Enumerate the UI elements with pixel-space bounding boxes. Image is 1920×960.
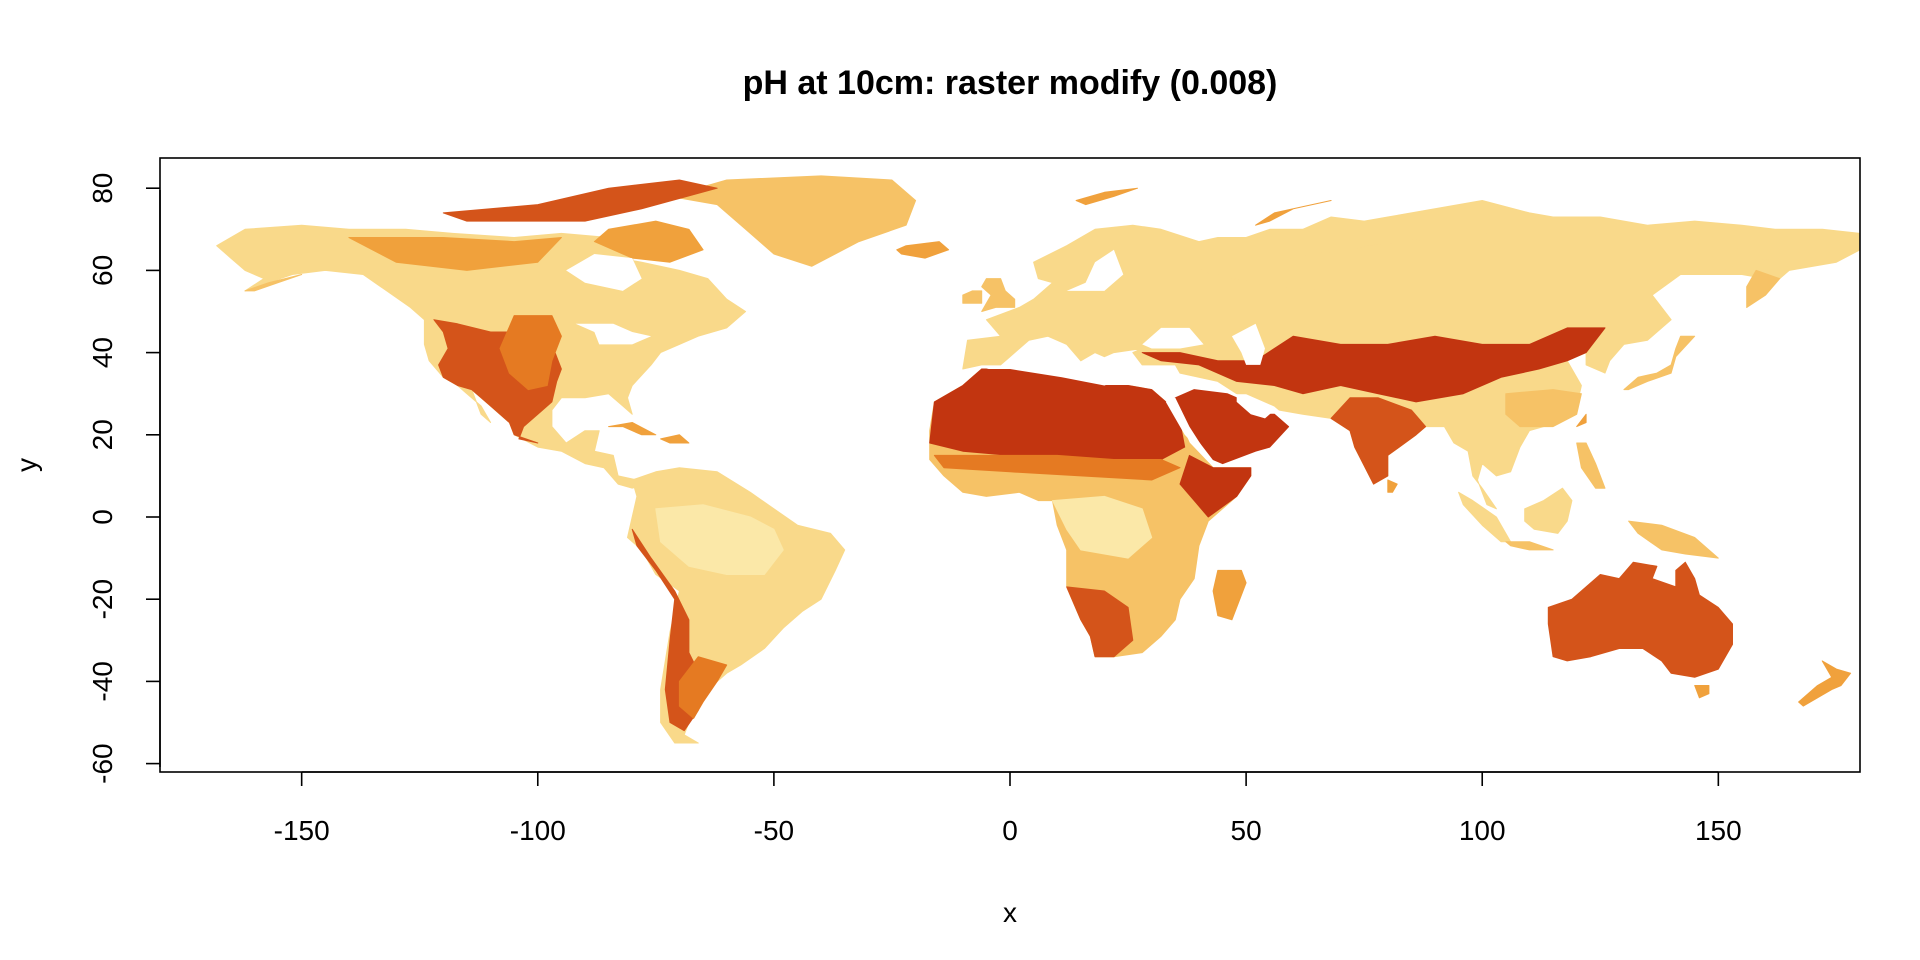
land-borneo [1524, 487, 1573, 534]
land-british-isles [981, 278, 1016, 312]
land-patagonia [678, 656, 728, 719]
x-axis: -150 -100 -50 0 50 100 150 [274, 771, 1742, 846]
x-tick-label: -150 [274, 815, 330, 846]
land-madagascar [1212, 569, 1247, 621]
land-new-zealand [1798, 660, 1852, 707]
land-india [1330, 397, 1427, 485]
land-tasmania [1694, 685, 1710, 699]
land-iceland [896, 241, 950, 259]
water-persian-gulf [1236, 393, 1275, 419]
y-tick-label: 60 [87, 255, 118, 286]
y-tick-label: 20 [87, 419, 118, 450]
x-tick-label: 150 [1695, 815, 1742, 846]
land-horn-africa [1179, 454, 1252, 518]
x-tick-label: -50 [754, 815, 794, 846]
plot-title: pH at 10cm: raster modify (0.008) [743, 64, 1278, 102]
water-black-sea [1142, 327, 1204, 349]
land-novaya-zemlya [1255, 200, 1332, 226]
land-central-asia [1141, 327, 1606, 403]
x-tick-label: 100 [1459, 815, 1506, 846]
land-siberia [1198, 228, 1790, 292]
land-canada-north [348, 237, 562, 271]
land-philippines [1576, 442, 1606, 489]
land-arabia [1174, 389, 1290, 465]
land-raster [216, 175, 1860, 744]
land-greenland [669, 175, 917, 267]
land-congo [1052, 495, 1153, 559]
land-sa-amazon [655, 504, 784, 575]
land-japan [1623, 335, 1696, 391]
land-baffin [593, 220, 704, 263]
y-axis: -60 -40 -20 0 20 40 60 80 [87, 173, 161, 784]
land-cuba [608, 422, 657, 436]
x-tick-label: -100 [510, 815, 566, 846]
land-sahel [933, 454, 1181, 481]
land-kamchatka [1746, 269, 1781, 308]
land-us-plains [499, 315, 562, 391]
y-tick-label: -20 [87, 579, 118, 619]
y-tick-label: 0 [87, 509, 118, 525]
water-mediterranean [986, 360, 1152, 386]
y-tick-label: 80 [87, 173, 118, 204]
land-canadian-archipelago [442, 179, 718, 222]
water-baltic-sea [1066, 249, 1124, 291]
y-tick-label: 40 [87, 337, 118, 368]
x-tick-label: 50 [1231, 815, 1262, 846]
land-australia [1547, 561, 1733, 678]
x-axis-label: x [1003, 897, 1017, 928]
y-axis-label: y [11, 458, 42, 472]
land-sri-lanka [1387, 479, 1398, 493]
water-great-lakes [575, 323, 652, 345]
y-tick-label: -60 [87, 743, 118, 783]
water-red-sea [1165, 397, 1214, 464]
land-java [1505, 541, 1554, 551]
land-hispaniola [660, 434, 690, 444]
land-taiwan [1576, 413, 1587, 428]
land-svalbard [1075, 187, 1138, 206]
land-kalahari [1066, 586, 1134, 658]
land-ireland [962, 290, 983, 304]
land-se-china [1505, 389, 1582, 428]
water-caspian-sea [1231, 323, 1265, 365]
x-tick-label: 0 [1002, 815, 1018, 846]
water-hudson-bay [566, 254, 642, 291]
land-alaska-peninsula [244, 274, 303, 292]
land-new-guinea [1628, 520, 1719, 559]
y-tick-label: -40 [87, 661, 118, 701]
land-sahara [929, 364, 1186, 460]
